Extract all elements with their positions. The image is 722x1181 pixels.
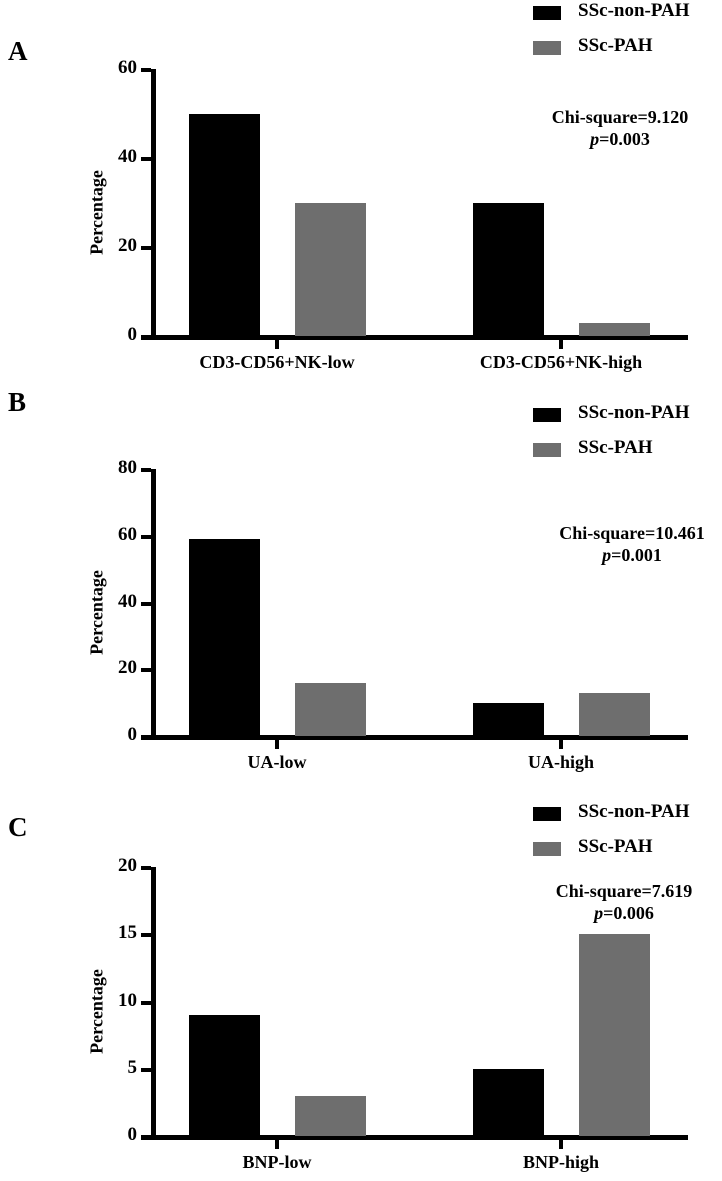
y-axis-label: Percentage [86,968,107,1054]
y-tick [141,735,151,739]
y-tick-label: 0 [127,1124,138,1145]
y-tick [141,534,151,539]
x-tick [275,1139,279,1149]
x-category-label: BNP-low [242,1152,312,1172]
legend-label: SSc-PAH [578,437,653,458]
y-tick [141,157,151,161]
bar-ssc-non-pah [189,539,260,736]
x-tick [559,339,563,349]
y-axis [151,867,156,1139]
y-tick-label: 10 [118,989,137,1011]
bar-ssc-non-pah [189,1014,260,1136]
chi-square-annotation: Chi-square=10.461 p=0.001 [532,522,722,566]
panel-letter: A [8,36,28,66]
chi-square-value: Chi-square=9.120 [551,107,689,127]
x-axis [141,335,688,340]
y-axis-label: Percentage [86,169,107,255]
y-tick [141,468,151,472]
y-tick [141,246,151,250]
y-axis [151,69,156,339]
x-tick [559,1139,563,1149]
y-tick-label: 15 [118,922,137,944]
y-tick-label: 20 [118,235,137,256]
chi-square-annotation: Chi-square=9.120 p=0.003 [520,106,720,150]
bar-ssc-non-pah [473,202,544,336]
bar-ssc-pah [295,682,366,736]
legend-label: SSc-non-PAH [578,0,690,21]
legend-label: SSc-non-PAH [578,801,690,822]
y-tick [141,866,151,870]
p-value: p=0.001 [602,545,662,565]
y-tick [141,335,151,339]
y-tick-label: 20 [118,657,137,679]
y-tick [141,1135,151,1139]
x-category-label: CD3-CD56+NK-low [199,352,355,372]
p-value: p=0.006 [594,903,654,923]
y-tick-label: 60 [118,523,137,545]
x-category-label: BNP-high [522,1152,600,1172]
y-axis [151,469,156,739]
y-tick [141,601,151,606]
bar-ssc-non-pah [473,702,544,736]
x-tick [559,739,563,749]
legend-swatch-icon [533,842,561,856]
y-tick [141,1067,151,1072]
legend-swatch-icon [533,6,561,20]
y-tick [141,933,151,938]
y-tick-label: 20 [118,855,137,876]
x-axis [141,1135,688,1140]
y-tick-label: 40 [118,590,137,612]
y-axis-label: Percentage [86,569,107,655]
p-value: p=0.003 [590,129,650,149]
legend-label: SSc-PAH [578,836,653,857]
y-tick-label: 80 [118,457,137,478]
bar-ssc-pah [579,934,650,1136]
y-tick [141,668,151,673]
bar-ssc-pah [579,692,650,736]
y-tick-label: 40 [118,146,137,167]
x-category-label: UA-low [247,752,307,772]
chi-square-value: Chi-square=10.461 [559,523,705,543]
y-tick-label: 60 [118,57,137,78]
x-category-label: UA-high [527,752,594,772]
bar-ssc-pah [295,202,366,336]
y-tick-label: 5 [127,1056,138,1078]
y-tick [141,68,151,72]
bar-ssc-pah [579,322,650,336]
legend-swatch-icon [533,408,561,422]
chi-square-value: Chi-square=7.619 [555,881,693,901]
y-tick [141,1000,151,1005]
x-axis [141,735,688,740]
legend-swatch-icon [533,807,561,821]
x-tick [275,339,279,349]
x-category-label: CD3-CD56+NK-high [479,352,643,372]
bar-ssc-non-pah [473,1068,544,1136]
chi-square-annotation: Chi-square=7.619 p=0.006 [524,880,722,924]
legend-swatch-icon [533,41,561,55]
bar-ssc-pah [295,1095,366,1136]
panel-letter: B [8,387,27,417]
legend-swatch-icon [533,443,561,457]
bar-ssc-non-pah [189,113,260,336]
panel-letter: C [8,812,28,842]
y-tick-label: 0 [127,324,138,345]
legend-label: SSc-PAH [578,35,653,56]
y-tick-label: 0 [127,724,138,745]
x-tick [275,739,279,749]
legend-label: SSc-non-PAH [578,402,690,423]
